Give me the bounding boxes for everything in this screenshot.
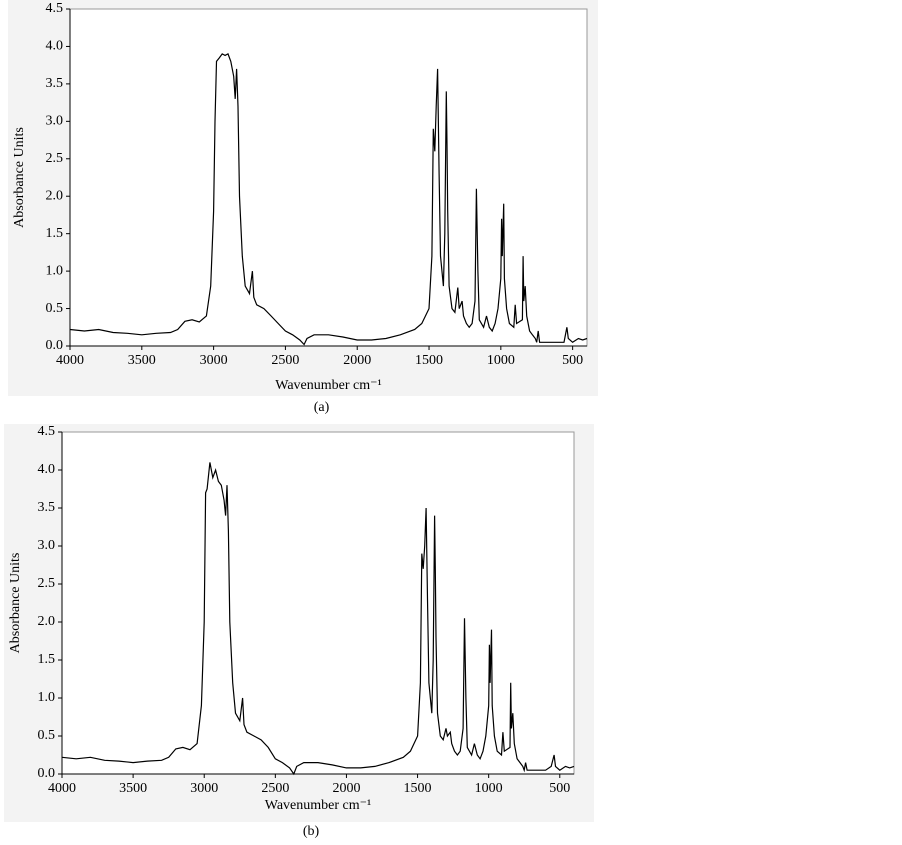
x-axis-label: Wavenumber cm⁻¹: [265, 798, 371, 813]
x-tick-label: 2000: [332, 781, 360, 796]
y-tick-label: 0.5: [46, 301, 64, 316]
x-tick-label: 500: [549, 781, 570, 796]
x-tick-label: 1500: [404, 781, 432, 796]
x-axis-label: Wavenumber cm⁻¹: [275, 378, 381, 393]
y-tick-label: 2.5: [38, 576, 56, 591]
y-tick-label: 2.5: [46, 151, 64, 166]
y-tick-label: 0.0: [46, 338, 64, 353]
caption: (a): [314, 400, 330, 415]
x-tick-label: 3500: [128, 353, 156, 368]
y-tick-label: 0.5: [38, 728, 56, 743]
x-tick-label: 3000: [190, 781, 218, 796]
y-tick-label: 1.5: [38, 652, 56, 667]
y-tick-label: 3.0: [38, 538, 56, 553]
y-tick-label: 3.5: [46, 76, 64, 91]
x-tick-label: 1000: [487, 353, 515, 368]
y-tick-label: 4.0: [46, 39, 64, 54]
y-tick-label: 1.0: [38, 690, 56, 705]
y-tick-label: 2.0: [38, 614, 56, 629]
y-tick-label: 0.0: [38, 766, 56, 781]
x-tick-label: 2000: [343, 353, 371, 368]
y-tick-label: 4.0: [38, 462, 56, 477]
y-tick-label: 3.5: [38, 500, 56, 515]
x-tick-label: 1000: [475, 781, 503, 796]
x-tick-label: 2500: [261, 781, 289, 796]
plot-area: [69, 8, 588, 347]
x-tick-label: 3000: [200, 353, 228, 368]
y-tick-label: 4.5: [38, 424, 56, 439]
x-tick-label: 500: [562, 353, 583, 368]
y-axis-label: Absorbance Units: [12, 127, 27, 228]
x-tick-label: 3500: [119, 781, 147, 796]
plot-area: [61, 431, 575, 775]
x-tick-label: 4000: [56, 353, 84, 368]
y-axis-label: Absorbance Units: [8, 553, 23, 654]
y-tick-label: 1.5: [46, 226, 64, 241]
y-tick-label: 1.0: [46, 263, 64, 278]
x-tick-label: 1500: [415, 353, 443, 368]
y-tick-label: 2.0: [46, 188, 64, 203]
y-tick-label: 3.0: [46, 114, 64, 129]
x-tick-label: 2500: [271, 353, 299, 368]
y-tick-label: 4.5: [46, 1, 64, 16]
caption: (b): [303, 824, 320, 839]
spectrum-line: [69, 53, 588, 346]
x-tick-label: 4000: [48, 781, 76, 796]
spectrum-line: [61, 462, 575, 776]
